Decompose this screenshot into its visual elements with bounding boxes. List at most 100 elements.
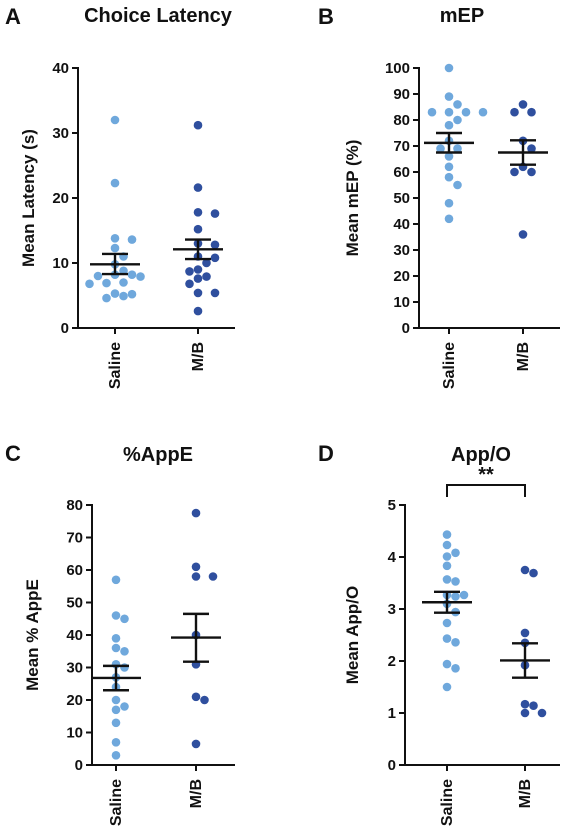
data-point: [111, 575, 121, 585]
significance-label: **: [478, 464, 494, 486]
data-point: [444, 198, 454, 208]
y-axis-label: Mean App/O: [343, 586, 362, 685]
y-tick-label: 5: [388, 497, 396, 514]
data-point: [111, 718, 121, 728]
data-point: [208, 572, 218, 581]
data-point: [111, 643, 121, 653]
data-point: [537, 708, 547, 718]
y-tick-label: 20: [393, 268, 410, 285]
data-point: [119, 278, 128, 287]
y-tick-label: 20: [66, 692, 83, 709]
panel-c: C %AppE Mean % AppE 0 10 20 30 40 50 60 70 80 Saline…: [5, 441, 235, 826]
data-point: [191, 692, 201, 702]
data-point: [193, 224, 203, 234]
data-point: [191, 739, 201, 749]
data-point: [520, 628, 530, 638]
data-point: [119, 291, 128, 301]
y-tick-label: 30: [393, 242, 410, 259]
data-point: [85, 279, 94, 289]
data-point: [120, 663, 129, 672]
data-point: [210, 253, 220, 263]
data-point: [110, 115, 120, 125]
data-point: [459, 590, 469, 600]
data-point: [127, 235, 137, 244]
y-tick-label: 40: [52, 60, 69, 77]
data-point: [527, 144, 536, 153]
data-point: [193, 183, 203, 192]
y-axis-label: Mean mEP (%): [343, 140, 362, 257]
y-tick-label: 0: [402, 320, 410, 337]
panel-d: D App/O Mean App/O 0 1 2 3 4 5 Saline M/B **: [318, 441, 560, 826]
data-point: [210, 288, 220, 298]
data-point: [120, 702, 129, 711]
y-axis-label: Mean Latency (s): [19, 129, 38, 267]
panel-letter: D: [318, 441, 334, 466]
y-tick-label: 3: [388, 601, 396, 618]
data-point: [478, 107, 488, 117]
data-point: [110, 178, 120, 188]
data-point: [193, 306, 203, 316]
y-tick-label: 0: [61, 320, 69, 337]
data-point: [444, 214, 454, 224]
y-tick-label: 70: [66, 530, 83, 547]
data-point: [111, 611, 121, 620]
data-point: [442, 552, 452, 561]
data-point: [102, 293, 111, 303]
data-point: [442, 540, 452, 550]
y-tick-label: 60: [66, 562, 83, 579]
y-tick-label: 0: [75, 757, 83, 774]
data-point: [442, 618, 452, 628]
data-point: [193, 208, 203, 217]
data-point: [202, 272, 211, 281]
data-point: [185, 267, 194, 276]
y-tick-label: 70: [393, 138, 410, 155]
panel-letter: B: [318, 4, 334, 29]
data-point: [527, 167, 536, 177]
y-tick-label: 50: [66, 595, 83, 612]
data-point: [200, 695, 209, 705]
data-point: [444, 107, 454, 117]
panel-title: %AppE: [123, 444, 193, 466]
panel-letter: C: [5, 441, 21, 466]
x-tick-label: M/B: [190, 342, 207, 371]
data-point: [453, 144, 462, 153]
y-tick-label: 2: [388, 653, 396, 670]
data-point: [193, 274, 203, 283]
data-point: [520, 565, 530, 575]
x-tick-label: Saline: [107, 342, 124, 389]
y-tick-label: 20: [52, 190, 69, 207]
data-point: [93, 271, 103, 281]
data-point: [210, 240, 220, 250]
data-point: [461, 107, 471, 117]
significance-bracket: [446, 484, 526, 497]
y-axis-label: Mean % AppE: [23, 579, 42, 691]
x-tick-label: M/B: [517, 779, 534, 808]
data-point: [111, 695, 121, 705]
y-tick-label: 10: [393, 294, 410, 311]
data-point: [120, 614, 129, 624]
x-tick-label: Saline: [108, 779, 125, 826]
panel-title: Choice Latency: [84, 5, 233, 27]
data-point: [442, 634, 452, 643]
data-point: [527, 107, 536, 117]
data-point: [193, 265, 203, 274]
panel-letter: A: [5, 4, 21, 29]
data-point: [111, 705, 121, 715]
data-point: [444, 92, 454, 101]
panel-a: A Choice Latency Mean Latency (s) 0 10 20 30 40…: [5, 4, 235, 389]
data-point: [451, 592, 460, 601]
data-point: [442, 659, 452, 669]
data-point: [518, 230, 528, 239]
data-point: [136, 272, 145, 281]
data-point: [444, 162, 454, 172]
data-point: [451, 577, 460, 586]
panel-title: mEP: [440, 5, 484, 27]
data-point: [510, 167, 519, 177]
x-tick-label: Saline: [439, 779, 456, 826]
data-point: [529, 701, 538, 710]
data-point: [127, 270, 137, 280]
data-point: [520, 708, 530, 718]
data-point: [111, 634, 121, 643]
